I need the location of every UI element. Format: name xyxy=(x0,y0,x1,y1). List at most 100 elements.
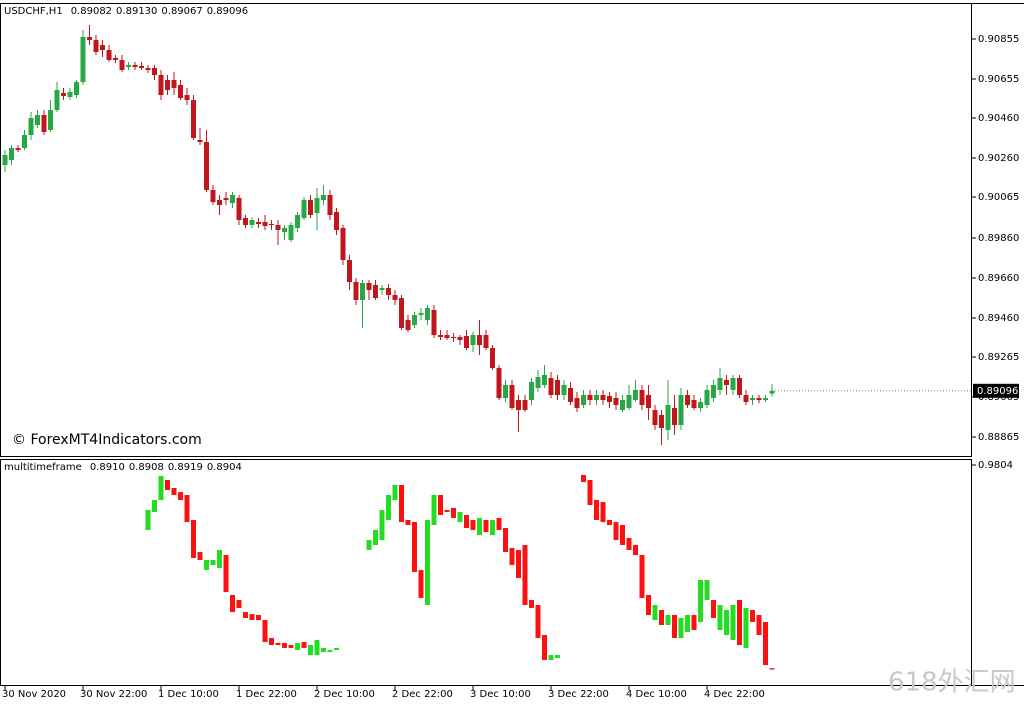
candle-body xyxy=(217,550,222,568)
candle-body xyxy=(249,220,255,225)
watermark: © ForexMT4Indicators.com xyxy=(12,432,202,448)
candle-body xyxy=(561,385,567,395)
candle-body xyxy=(444,510,450,513)
x-tick-label: 30 Nov 2020 xyxy=(2,689,66,700)
current-price-label: 0.89096 xyxy=(977,386,1018,397)
candle-body xyxy=(223,555,229,593)
candle-body xyxy=(509,385,515,408)
candle-body xyxy=(158,475,164,500)
candle-body xyxy=(665,405,671,430)
candle-body xyxy=(399,485,404,523)
candle-body xyxy=(678,617,684,638)
candle-body xyxy=(672,408,677,425)
candle-body xyxy=(438,495,443,515)
candle-body xyxy=(685,615,690,633)
candle-body xyxy=(9,148,14,160)
candle-body xyxy=(756,398,762,400)
candle-body xyxy=(652,605,658,620)
y-tick-label: 0.89660 xyxy=(978,273,1019,284)
candle-body xyxy=(132,65,138,67)
candle-body xyxy=(633,390,638,400)
candle-body xyxy=(477,517,482,535)
candle-body xyxy=(763,398,768,400)
header-value: 0.89096 xyxy=(207,6,248,17)
candle-body xyxy=(223,198,229,200)
candle-body xyxy=(750,398,755,400)
candle-body xyxy=(600,395,606,400)
candle-body xyxy=(236,198,242,220)
indicator-panel-frame xyxy=(0,459,972,686)
x-tick-label: 4 Dec 10:00 xyxy=(626,689,687,700)
candle-body xyxy=(386,288,391,295)
x-tick-label: 2 Dec 22:00 xyxy=(392,689,453,700)
candle-body xyxy=(15,148,21,150)
candle-body xyxy=(600,502,606,523)
candle-body xyxy=(522,400,528,410)
candle-body xyxy=(698,402,703,408)
x-tick-label: 3 Dec 10:00 xyxy=(470,689,531,700)
candle-body xyxy=(87,37,92,40)
header-value: 0.8904 xyxy=(207,462,242,473)
candle-body xyxy=(444,335,450,338)
candle-body xyxy=(35,115,40,125)
candle-body xyxy=(366,540,372,550)
candle-body xyxy=(256,615,261,620)
candle-body xyxy=(379,288,385,290)
candle-body xyxy=(594,500,599,520)
candle-body xyxy=(392,295,398,300)
candle-body xyxy=(490,348,495,368)
candle-body xyxy=(392,485,398,500)
candle-body xyxy=(262,620,268,643)
candle-body xyxy=(548,378,554,395)
candle-body xyxy=(587,395,593,400)
candle-body xyxy=(724,380,729,385)
candle-body xyxy=(613,522,619,540)
candle-body xyxy=(106,50,112,60)
candle-body xyxy=(165,80,170,90)
candle-body xyxy=(457,512,463,523)
candle-body xyxy=(542,635,547,660)
candle-body xyxy=(548,655,554,660)
candle-body xyxy=(509,547,515,565)
candle-body xyxy=(158,75,164,95)
candle-body xyxy=(516,550,521,578)
candle-body xyxy=(737,378,742,395)
candle-body xyxy=(542,375,547,385)
candle-body xyxy=(555,655,560,658)
candle-body xyxy=(620,400,625,410)
header-value: 0.8910 xyxy=(90,462,125,473)
candle-body xyxy=(184,95,190,100)
candle-body xyxy=(613,398,619,405)
candle-body xyxy=(581,395,586,405)
candle-body xyxy=(425,308,430,320)
candle-body xyxy=(470,520,476,530)
candle-body xyxy=(288,225,294,240)
header-value: 0.89082 xyxy=(71,6,112,17)
candle-body xyxy=(269,637,274,645)
header-value: 0.8919 xyxy=(168,462,203,473)
candle-body xyxy=(743,395,749,402)
candle-body xyxy=(522,545,528,605)
candle-body xyxy=(516,400,521,410)
candle-body xyxy=(451,507,456,518)
candle-body xyxy=(282,642,287,648)
candle-body xyxy=(236,600,242,608)
watermark: 618外汇网 xyxy=(888,668,1016,698)
y-tick-label: 0.89860 xyxy=(978,233,1019,244)
candle-body xyxy=(41,115,47,132)
candle-body xyxy=(210,560,216,565)
candle-body xyxy=(717,605,723,630)
candle-body xyxy=(405,520,411,525)
y-tick-label: 0.89460 xyxy=(978,313,1019,324)
candle-body xyxy=(568,388,573,402)
candle-body xyxy=(178,85,183,98)
candle-body xyxy=(126,65,131,67)
candle-body xyxy=(80,37,86,82)
candle-body xyxy=(698,580,703,623)
candle-body xyxy=(54,90,60,110)
candle-body xyxy=(295,642,300,650)
candle-body xyxy=(639,390,645,405)
candle-body xyxy=(340,228,346,260)
